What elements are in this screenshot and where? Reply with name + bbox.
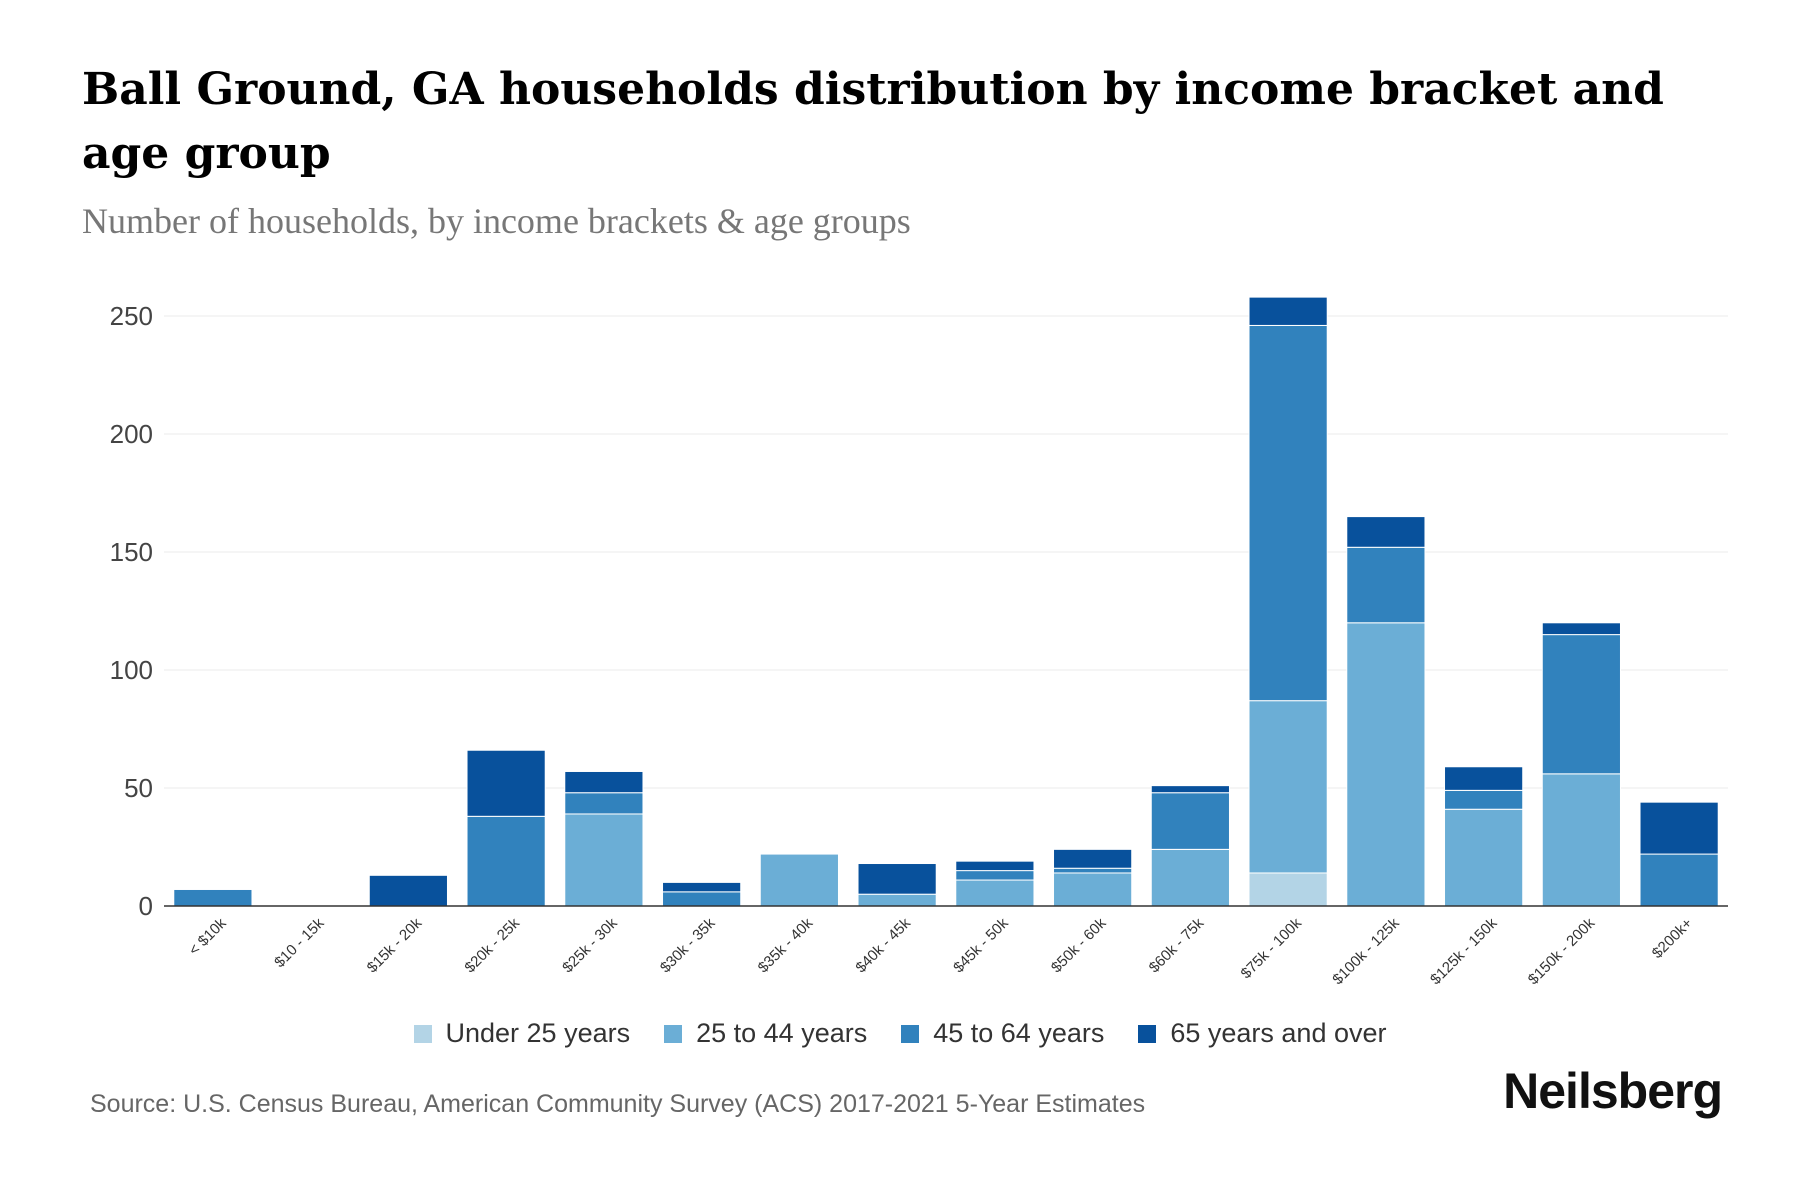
- bar-segment[interactable]: [1053, 848, 1133, 869]
- bar-segment[interactable]: [1639, 853, 1719, 907]
- bar-segment[interactable]: [1346, 516, 1426, 548]
- bar-segment[interactable]: [1248, 872, 1328, 907]
- x-tick-label: $75k - 100k: [1238, 914, 1306, 982]
- x-tick-label: < $10k: [186, 914, 231, 959]
- bar-segment[interactable]: [173, 888, 253, 907]
- bar-segment[interactable]: [564, 813, 644, 907]
- bar-segment[interactable]: [1541, 622, 1621, 636]
- bar-segment[interactable]: [857, 863, 937, 895]
- y-axis-ticks: 0 50 100 150 200 250: [110, 301, 153, 921]
- x-tick-label: $40k - 45k: [852, 914, 914, 976]
- bar-segment[interactable]: [1150, 785, 1230, 794]
- x-tick-label: $50k - 60k: [1048, 914, 1110, 976]
- bar-segment[interactable]: [955, 870, 1035, 881]
- bar-segment[interactable]: [1150, 792, 1230, 850]
- bar-segment[interactable]: [466, 749, 546, 817]
- x-tick-label: $200k+: [1649, 915, 1696, 962]
- legend-swatch: [1138, 1024, 1157, 1043]
- bar-segment[interactable]: [564, 792, 644, 815]
- chart-title: Ball Ground, GA households distribution …: [82, 64, 1664, 179]
- brand-logo: Neilsberg: [1503, 1063, 1723, 1119]
- y-tick-label: 200: [110, 419, 153, 449]
- x-tick-label: $100k - 125k: [1329, 914, 1403, 988]
- legend-swatch: [413, 1024, 432, 1043]
- gridlines: [164, 315, 1728, 789]
- legend-label: 65 years and over: [1170, 1018, 1387, 1048]
- legend-label: Under 25 years: [445, 1018, 631, 1048]
- x-tick-label: $25k - 30k: [559, 914, 621, 976]
- bar-segment[interactable]: [1444, 766, 1524, 791]
- legend-swatch: [901, 1024, 920, 1043]
- bar-segment[interactable]: [857, 893, 937, 907]
- legend-item[interactable]: Under 25 years: [413, 1018, 631, 1049]
- x-tick-label: $60k - 75k: [1146, 914, 1208, 976]
- x-tick-label: $10 - 15k: [271, 914, 328, 971]
- bar-segment[interactable]: [662, 881, 742, 893]
- bar-segment[interactable]: [662, 891, 742, 907]
- bar-segment[interactable]: [955, 879, 1035, 907]
- x-tick-label: $35k - 40k: [755, 914, 817, 976]
- x-axis-ticks: < $10k $10 - 15k $15k - 20k $20k - 25k $25k …: [186, 914, 1697, 988]
- bar-segment[interactable]: [1248, 296, 1328, 326]
- bar-segment[interactable]: [1541, 634, 1621, 775]
- legend-item[interactable]: 45 to 64 years: [901, 1018, 1104, 1049]
- bar-segment[interactable]: [955, 860, 1035, 872]
- bar-segment[interactable]: [1150, 848, 1230, 907]
- bar-segment[interactable]: [466, 815, 546, 907]
- x-tick-label: $15k - 20k: [364, 914, 426, 976]
- bars: [173, 296, 1719, 907]
- bar-segment[interactable]: [1248, 700, 1328, 874]
- bar-segment[interactable]: [1541, 773, 1621, 907]
- bar-segment[interactable]: [759, 853, 839, 907]
- legend-label: 25 to 44 years: [696, 1018, 868, 1048]
- bar-segment[interactable]: [1444, 789, 1524, 810]
- y-tick-label: 250: [110, 301, 153, 331]
- bar-segment[interactable]: [1346, 546, 1426, 624]
- y-tick-label: 100: [110, 655, 153, 685]
- y-tick-label: 0: [139, 891, 153, 921]
- x-tick-label: $45k - 50k: [950, 914, 1012, 976]
- legend-item[interactable]: 25 to 44 years: [664, 1018, 867, 1049]
- x-tick-label: $150k - 200k: [1525, 914, 1599, 988]
- legend: Under 25 years 25 to 44 years 45 to 64 yea…: [0, 1018, 1800, 1049]
- y-tick-label: 150: [110, 537, 153, 567]
- x-tick-label: $20k - 25k: [461, 914, 523, 976]
- bar-segment[interactable]: [564, 770, 644, 794]
- y-tick-label: 50: [124, 773, 153, 803]
- bar-segment[interactable]: [1444, 808, 1524, 907]
- source-note: Source: U.S. Census Bureau, American Com…: [90, 1090, 1146, 1118]
- bar-segment[interactable]: [1053, 867, 1133, 874]
- stacked-bar-chart: 0 50 100 150 200 250 < $10k $10 - 15k $15k - 20…: [110, 296, 1728, 988]
- bar-segment[interactable]: [1248, 324, 1328, 702]
- bar-segment[interactable]: [1053, 872, 1133, 907]
- bar-segment[interactable]: [1639, 801, 1719, 855]
- bar-segment[interactable]: [368, 874, 448, 907]
- x-tick-label: $30k - 35k: [657, 914, 719, 976]
- legend-item[interactable]: 65 years and over: [1138, 1018, 1387, 1049]
- x-tick-label: $125k - 150k: [1427, 914, 1501, 988]
- bar-segment[interactable]: [1346, 622, 1426, 907]
- legend-swatch: [664, 1024, 683, 1043]
- legend-label: 45 to 64 years: [933, 1018, 1105, 1048]
- chart-subtitle: Number of households, by income brackets…: [82, 201, 911, 241]
